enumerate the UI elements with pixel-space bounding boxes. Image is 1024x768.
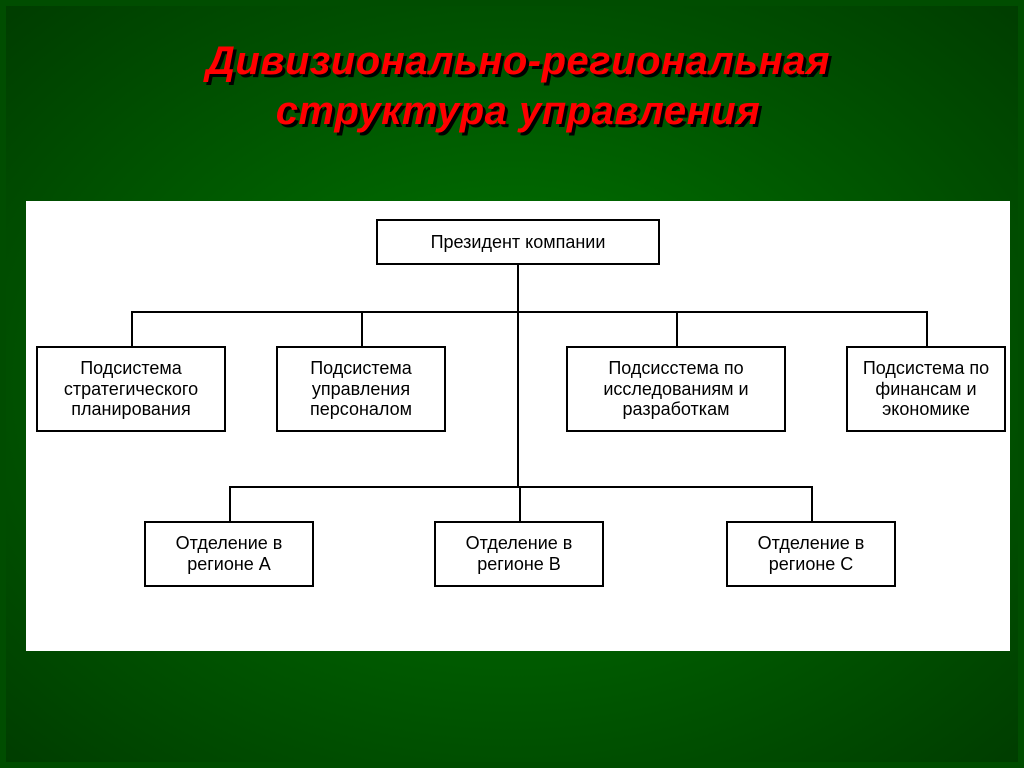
conn-drop-div3: [811, 486, 813, 521]
slide-title: Дивизионально-региональная структура упр…: [6, 36, 1024, 136]
node-div1: Отделение в регионе A: [144, 521, 314, 587]
conn-drop-div1: [229, 486, 231, 521]
conn-trunk: [517, 265, 519, 311]
conn-trunk2: [517, 311, 519, 486]
conn-drop-div2: [519, 486, 521, 521]
node-root: Президент компании: [376, 219, 660, 265]
conn-drop-sub4: [926, 311, 928, 346]
node-sub4: Подсистема по финансам и экономике: [846, 346, 1006, 432]
node-div2: Отделение в регионе B: [434, 521, 604, 587]
title-line-1: Дивизионально-региональная: [206, 39, 830, 83]
conn-hbar-tier2: [131, 311, 926, 313]
node-sub2: Подсистема управления персоналом: [276, 346, 446, 432]
conn-drop-sub3: [676, 311, 678, 346]
node-sub1: Подсистема стратегического планирования: [36, 346, 226, 432]
slide: Дивизионально-региональная структура упр…: [0, 0, 1024, 768]
node-div3: Отделение в регионе C: [726, 521, 896, 587]
conn-drop-sub2: [361, 311, 363, 346]
node-sub3: Подсисстема по исследованиям и разработк…: [566, 346, 786, 432]
title-line-2: структура управления: [276, 89, 761, 133]
org-chart: Президент компании Подсистема стратегиче…: [26, 201, 1010, 651]
conn-drop-sub1: [131, 311, 133, 346]
